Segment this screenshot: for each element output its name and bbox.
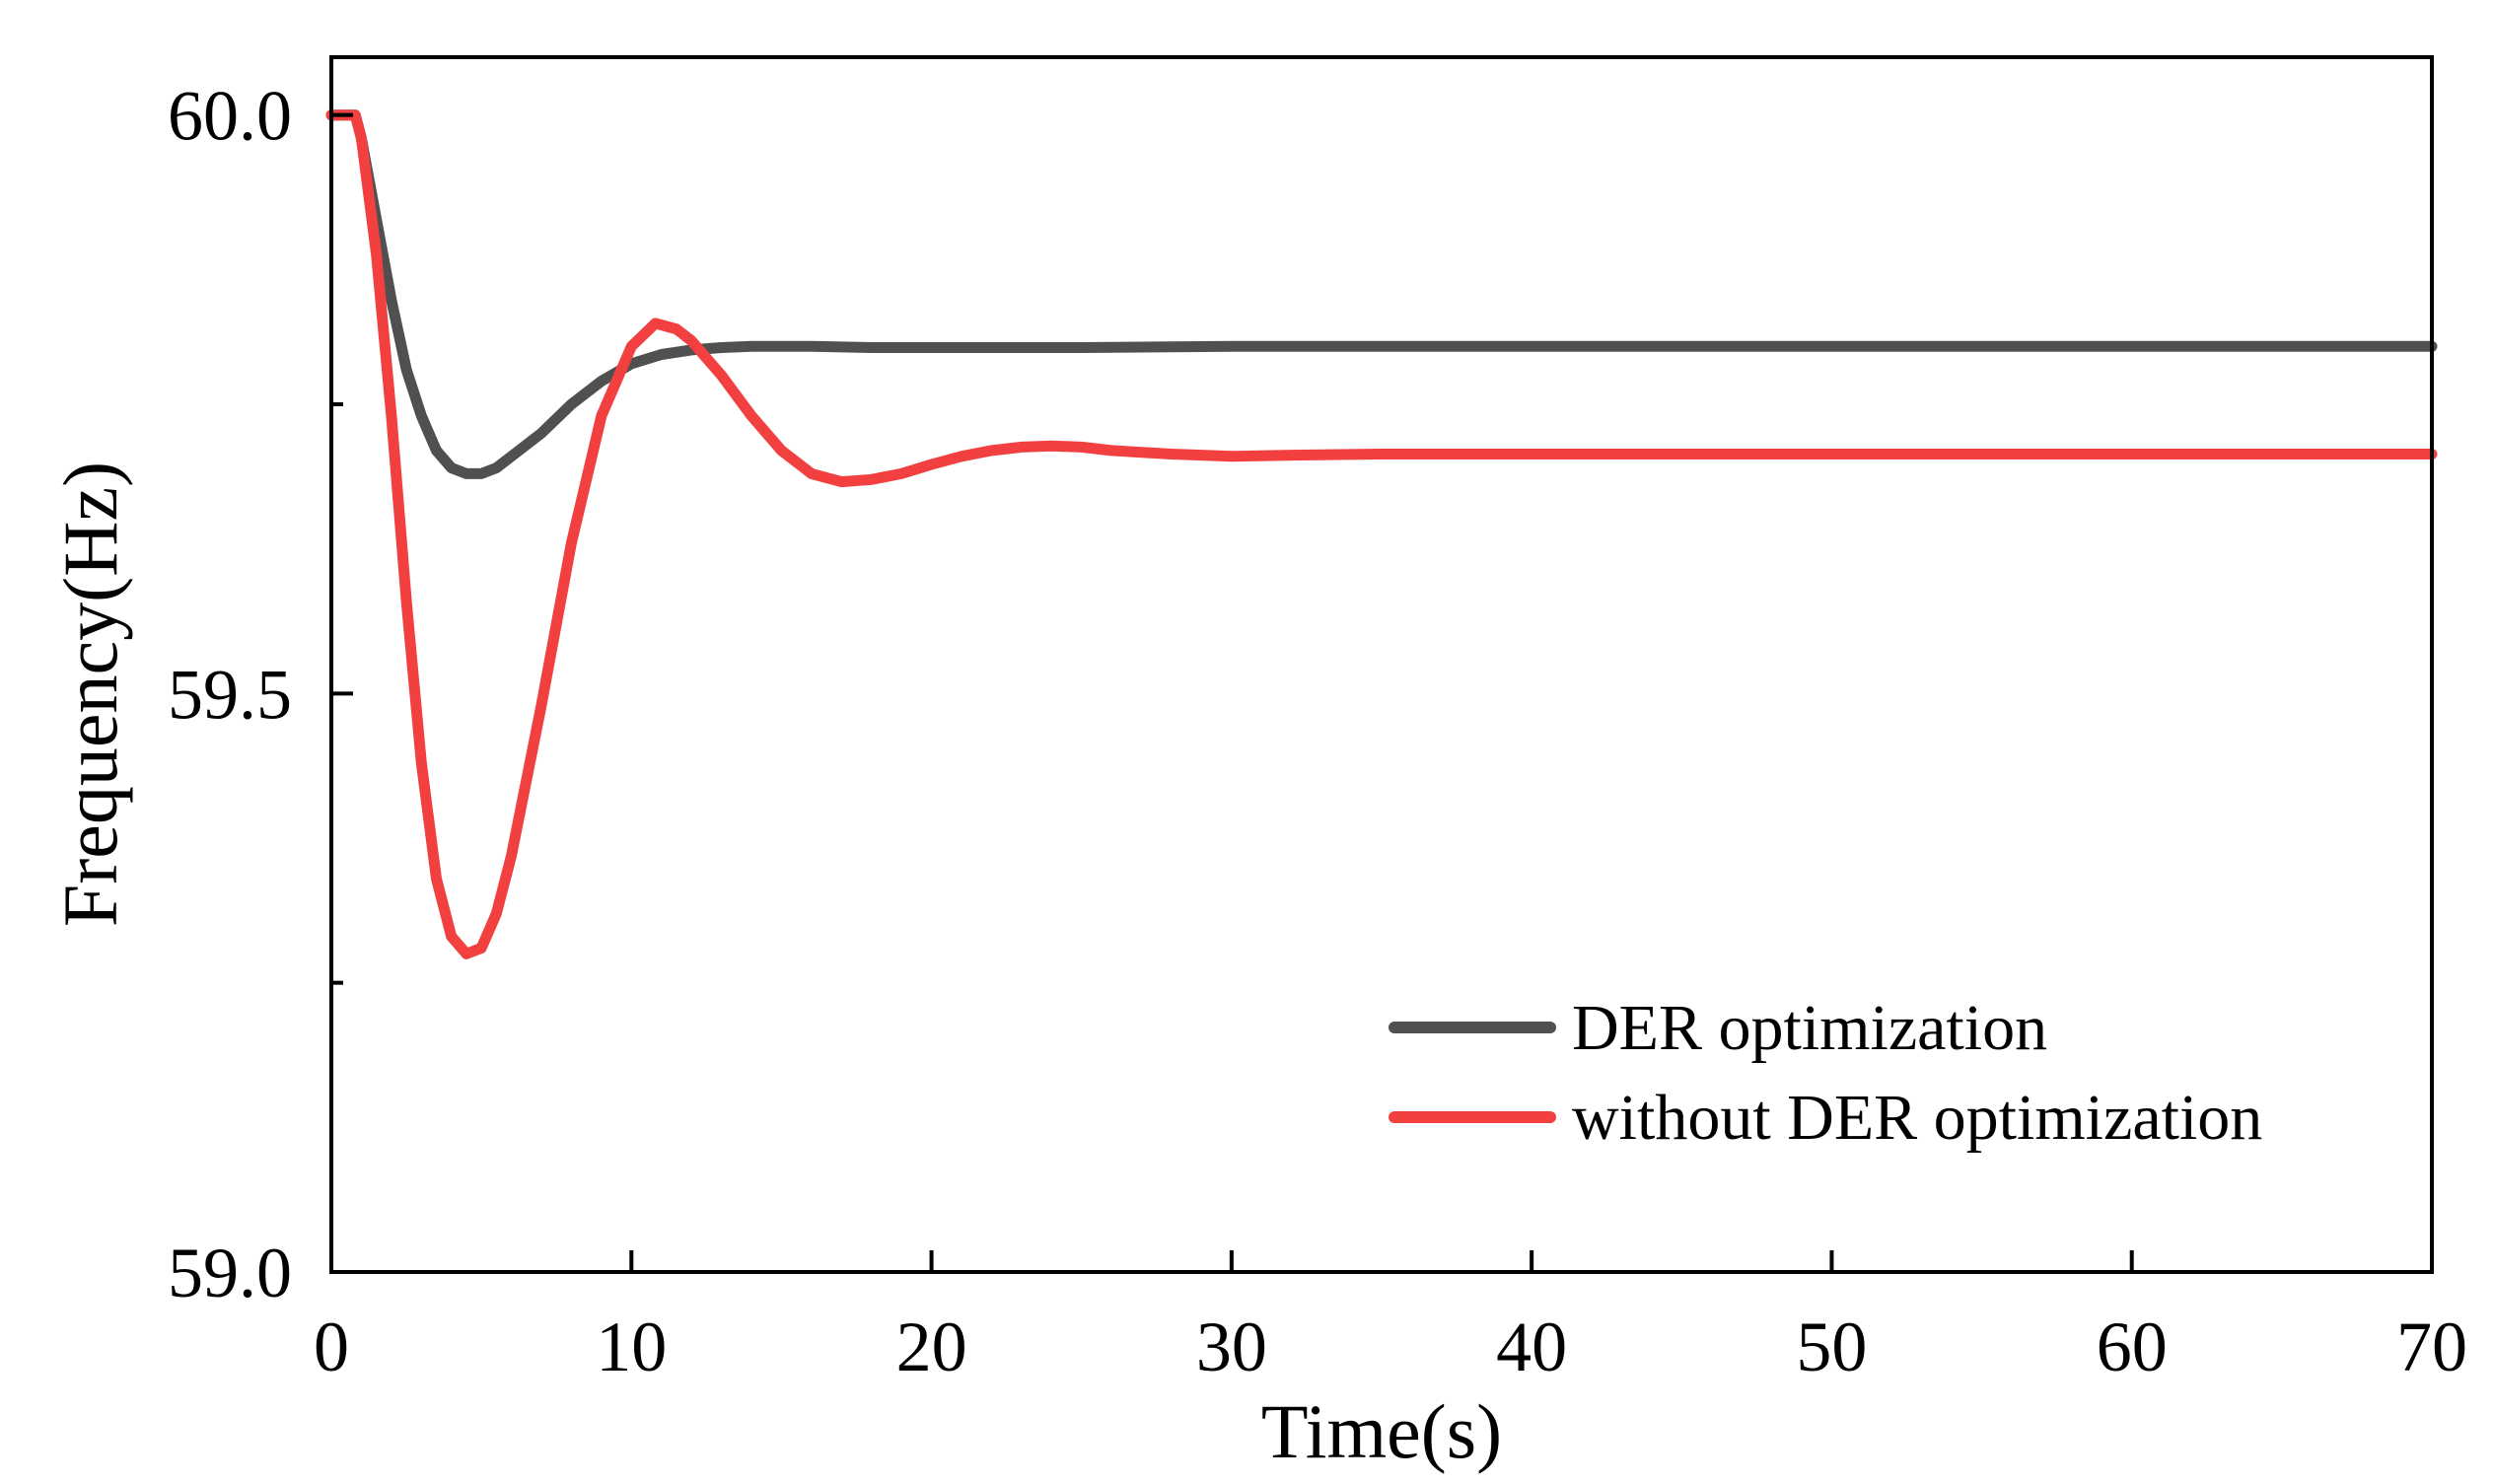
x-tick-label: 70 xyxy=(2396,1307,2467,1386)
series-line-without-der-optimization xyxy=(325,109,2438,959)
y-axis-title: Frequency(Hz) xyxy=(47,461,133,927)
legend-label-without-der-optimization: without DER optimization xyxy=(1572,1082,2262,1154)
y-tick-label: 60.0 xyxy=(168,77,292,156)
axes: 0 10 20 30 40 50 60 70 59.0 59.5 60.0 xyxy=(168,77,2467,1386)
series-lines xyxy=(325,109,2438,959)
x-axis-title: Time(s) xyxy=(1261,1388,1502,1474)
x-tick-label: 50 xyxy=(1796,1307,1867,1386)
x-tick-label: 60 xyxy=(2097,1307,2168,1386)
x-tick-label: 30 xyxy=(1196,1307,1267,1386)
y-tick-label: 59.0 xyxy=(168,1234,292,1312)
x-tick-label: 20 xyxy=(896,1307,967,1386)
plot-area-frame xyxy=(329,55,2434,1274)
legend-label-der-optimization: DER optimization xyxy=(1572,992,2047,1064)
x-tick-label: 0 xyxy=(314,1307,349,1386)
x-tick-label: 40 xyxy=(1496,1307,1567,1386)
series-line-der-optimization xyxy=(325,109,2438,479)
legend: DER optimization without DER optimizatio… xyxy=(1389,992,2262,1154)
y-tick-label: 59.5 xyxy=(168,655,292,734)
x-tick-label: 10 xyxy=(596,1307,667,1386)
